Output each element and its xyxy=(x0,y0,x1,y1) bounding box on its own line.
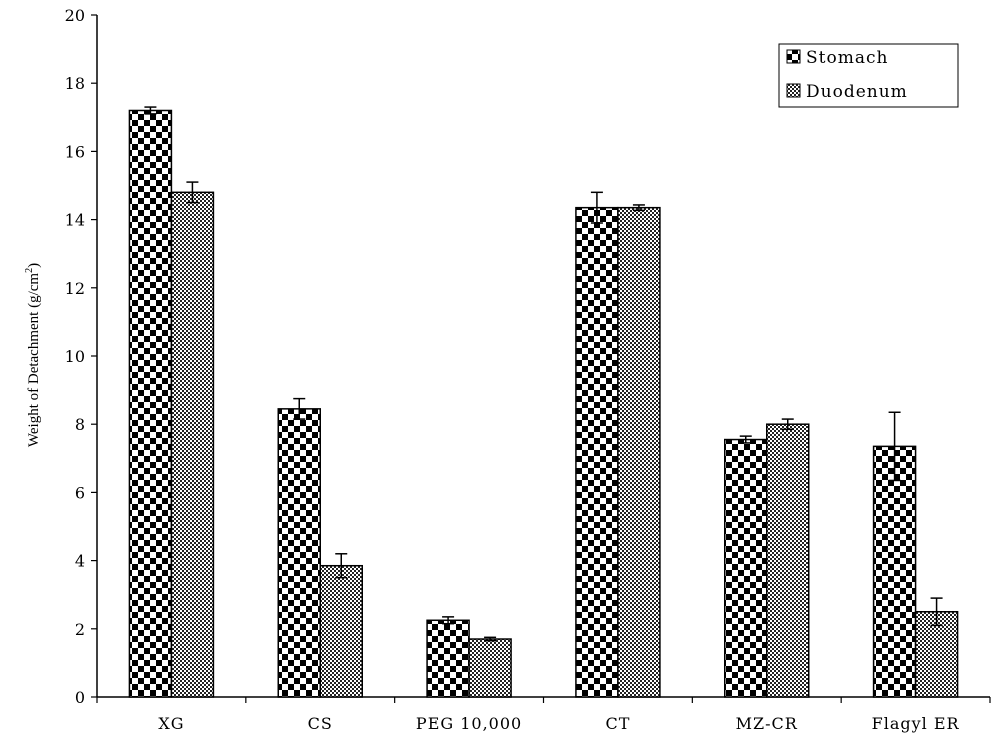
x-tick-labels: XG CS PEG 10,000 CT MZ-CR Flagyl ER xyxy=(158,714,960,733)
bar-stomach-4 xyxy=(724,438,768,698)
y-tick-labels: 0 2 4 6 8 10 12 14 16 18 20 xyxy=(65,6,85,707)
bar-duodenum-3 xyxy=(617,206,661,698)
bar-stomach-0 xyxy=(128,109,173,698)
y-axis-label: Weight of Detachment (g/cm2) xyxy=(24,263,42,447)
y-tick-label: 12 xyxy=(65,279,85,298)
bar-stomach-3 xyxy=(575,206,619,698)
y-tick-label: 2 xyxy=(75,620,85,639)
axes xyxy=(91,14,991,703)
bar-stomach-1 xyxy=(277,408,321,698)
y-tick-label: 0 xyxy=(75,688,85,707)
bar-duodenum-2 xyxy=(468,638,512,698)
y-tick-label: 10 xyxy=(65,347,85,366)
legend-box xyxy=(778,43,959,108)
legend-label-duodenum: Duodenum xyxy=(806,82,908,102)
x-tick-label: MZ-CR xyxy=(736,714,798,733)
bar-duodenum-1 xyxy=(319,564,363,698)
bar-stomach-2 xyxy=(426,619,470,698)
x-tick-label: PEG 10,000 xyxy=(416,714,522,733)
x-tick-label: XG xyxy=(158,714,184,733)
legend-swatch-duodenum xyxy=(786,83,801,98)
bar-duodenum-0 xyxy=(170,191,215,698)
x-tick-label: CS xyxy=(308,714,333,733)
legend-swatch-stomach xyxy=(786,49,801,64)
x-tick-label: Flagyl ER xyxy=(872,714,960,733)
bar-duodenum-4 xyxy=(766,423,810,698)
bars xyxy=(128,109,959,698)
y-tick-label: 16 xyxy=(65,142,85,161)
legend-label-stomach: Stomach xyxy=(806,48,888,68)
y-axis-title: Weight of Detachment (g/cm2) xyxy=(24,263,42,447)
legend: Stomach Duodenum xyxy=(778,43,959,108)
error-bars xyxy=(144,106,943,642)
x-tick-label: CT xyxy=(605,714,630,733)
y-tick-label: 8 xyxy=(75,415,85,434)
y-tick-label: 20 xyxy=(65,6,85,25)
y-tick-label: 14 xyxy=(65,211,85,230)
bar-stomach-5 xyxy=(872,445,917,698)
y-tick-label: 6 xyxy=(75,483,85,502)
y-tick-label: 18 xyxy=(65,74,85,93)
y-tick-label: 4 xyxy=(75,552,85,571)
